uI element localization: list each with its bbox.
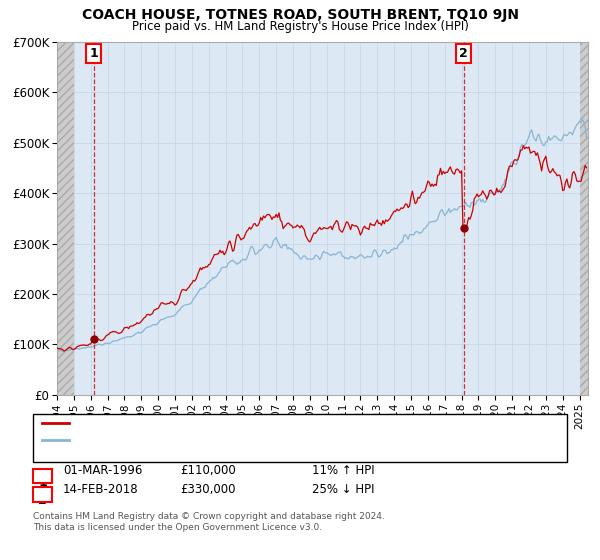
Text: 2: 2 xyxy=(459,47,468,60)
Text: 2: 2 xyxy=(38,494,47,507)
Text: £110,000: £110,000 xyxy=(180,464,236,478)
Text: £330,000: £330,000 xyxy=(180,483,235,496)
Text: Contains HM Land Registry data © Crown copyright and database right 2024.
This d: Contains HM Land Registry data © Crown c… xyxy=(33,512,385,532)
Text: 1: 1 xyxy=(38,476,47,489)
Text: 01-MAR-1996: 01-MAR-1996 xyxy=(63,464,142,478)
Text: 14-FEB-2018: 14-FEB-2018 xyxy=(63,483,139,496)
Text: 1: 1 xyxy=(89,47,98,60)
Bar xyxy=(57,42,74,395)
Bar xyxy=(580,42,588,395)
Text: COACH HOUSE, TOTNES ROAD, SOUTH BRENT, TQ10 9JN: COACH HOUSE, TOTNES ROAD, SOUTH BRENT, T… xyxy=(82,8,518,22)
Text: COACH HOUSE, TOTNES ROAD, SOUTH BRENT, TQ10 9JN (detached house): COACH HOUSE, TOTNES ROAD, SOUTH BRENT, T… xyxy=(75,415,465,425)
Text: 11% ↑ HPI: 11% ↑ HPI xyxy=(312,464,374,478)
Text: HPI: Average price, detached house, South Hams: HPI: Average price, detached house, Sout… xyxy=(75,432,331,442)
Text: 25% ↓ HPI: 25% ↓ HPI xyxy=(312,483,374,496)
Text: Price paid vs. HM Land Registry's House Price Index (HPI): Price paid vs. HM Land Registry's House … xyxy=(131,20,469,33)
